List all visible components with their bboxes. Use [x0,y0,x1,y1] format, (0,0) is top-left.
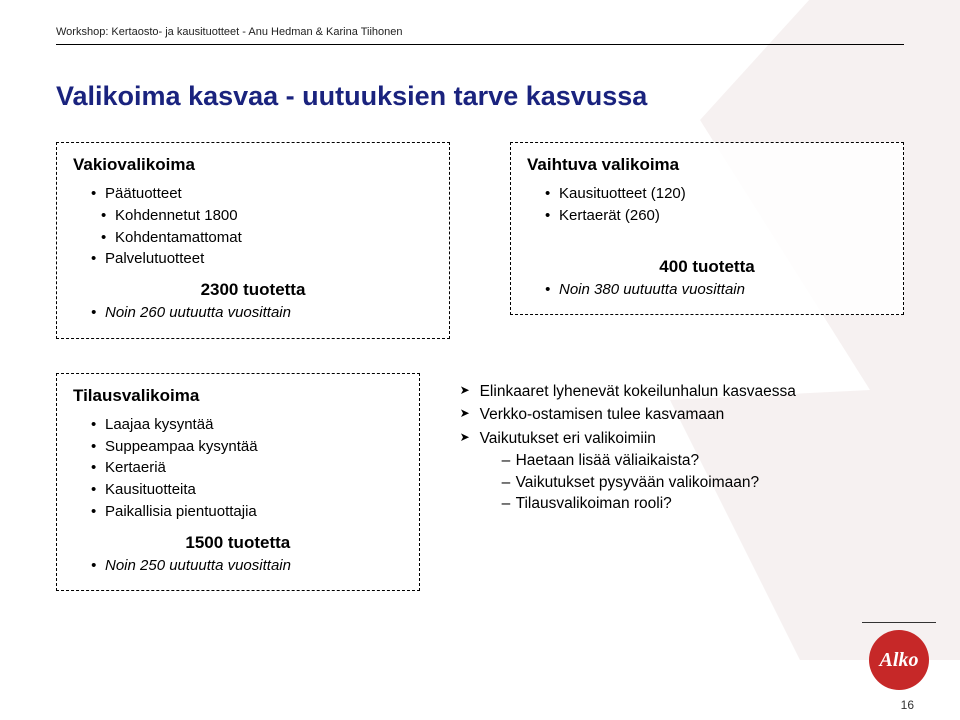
box2-sub: Noin 380 uutuutta vuosittain [545,279,887,301]
top-boxes-row: Vakiovalikoima Päätuotteet Kohdennetut 1… [56,142,904,339]
box1-item: Päätuotteet [91,183,433,205]
box1-subitem: Kohdennetut 1800 [101,205,433,227]
box1-title: Vakiovalikoima [73,155,433,175]
point-item: Verkko-ostamisen tulee kasvamaan [460,404,904,426]
page-title: Valikoima kasvaa - uutuuksien tarve kasv… [56,81,904,112]
box2-item: Kertaerät (260) [545,205,887,227]
box1-count: 2300 tuotetta [73,280,433,300]
point-item-label: Vaikutukset eri valikoimiin [480,430,656,447]
svg-text:Alko: Alko [878,649,919,671]
page-number: 16 [901,698,914,712]
point-item: Vaikutukset eri valikoimiin Haetaan lisä… [460,428,904,515]
logo-area: Alko [862,622,936,696]
box3-title: Tilausvalikoima [73,386,403,406]
box3-sub: Noin 250 uutuutta vuosittain [91,555,403,577]
box2-title: Vaihtuva valikoima [527,155,887,175]
box-vakiovalikoima: Vakiovalikoima Päätuotteet Kohdennetut 1… [56,142,450,339]
box3-item: Laajaa kysyntää [91,414,403,436]
workshop-header: Workshop: Kertaosto- ja kausituotteet - … [56,26,904,38]
point-subitem: Vaikutukset pysyvään valikoimaan? [502,472,904,494]
header-divider [56,44,904,45]
box3-item: Suppeampaa kysyntää [91,436,403,458]
box3-item: Kausituotteita [91,479,403,501]
box1-sub: Noin 260 uutuutta vuosittain [91,302,433,324]
box2-item: Kausituotteet (120) [545,183,887,205]
point-item: Elinkaaret lyhenevät kokeilunhalun kasva… [460,381,904,403]
box1-subitem: Kohdentamattomat [101,227,433,249]
box2-count: 400 tuotetta [527,257,887,277]
box3-count: 1500 tuotetta [73,533,403,553]
alko-logo-icon: Alko [868,629,930,691]
box-tilausvalikoima: Tilausvalikoima Laajaa kysyntää Suppeamp… [56,373,420,592]
point-subitem: Tilausvalikoiman rooli? [502,493,904,515]
point-subitem: Haetaan lisää väliaikaista? [502,450,904,472]
box3-item: Paikallisia pientuottajia [91,501,403,523]
box1-item: Palvelutuotteet [91,248,433,270]
points-column: Elinkaaret lyhenevät kokeilunhalun kasva… [460,373,904,517]
box3-item: Kertaeriä [91,457,403,479]
lower-row: Tilausvalikoima Laajaa kysyntää Suppeamp… [56,373,904,592]
box-vaihtuva-valikoima: Vaihtuva valikoima Kausituotteet (120) K… [510,142,904,315]
